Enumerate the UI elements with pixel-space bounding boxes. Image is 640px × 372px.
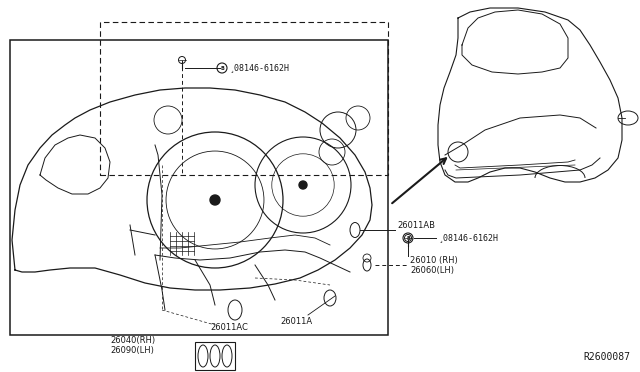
Text: ¸08146-6162H: ¸08146-6162H — [229, 64, 289, 73]
Text: 26010 (RH): 26010 (RH) — [410, 256, 458, 264]
Text: B: B — [220, 65, 224, 71]
Text: 26011AB: 26011AB — [397, 221, 435, 231]
Text: ¸08146-6162H: ¸08146-6162H — [438, 234, 498, 243]
Circle shape — [210, 195, 220, 205]
Circle shape — [299, 181, 307, 189]
Text: 26011A: 26011A — [280, 317, 312, 327]
Text: 26040(RH): 26040(RH) — [110, 336, 155, 344]
Text: 26090(LH): 26090(LH) — [110, 346, 154, 355]
Bar — [10, 40, 388, 335]
Text: 26060(LH): 26060(LH) — [410, 266, 454, 275]
Bar — [100, 22, 388, 175]
Text: B: B — [406, 235, 410, 241]
Text: 26011AC: 26011AC — [210, 324, 248, 333]
Bar — [195, 342, 235, 370]
Text: R2600087: R2600087 — [583, 352, 630, 362]
